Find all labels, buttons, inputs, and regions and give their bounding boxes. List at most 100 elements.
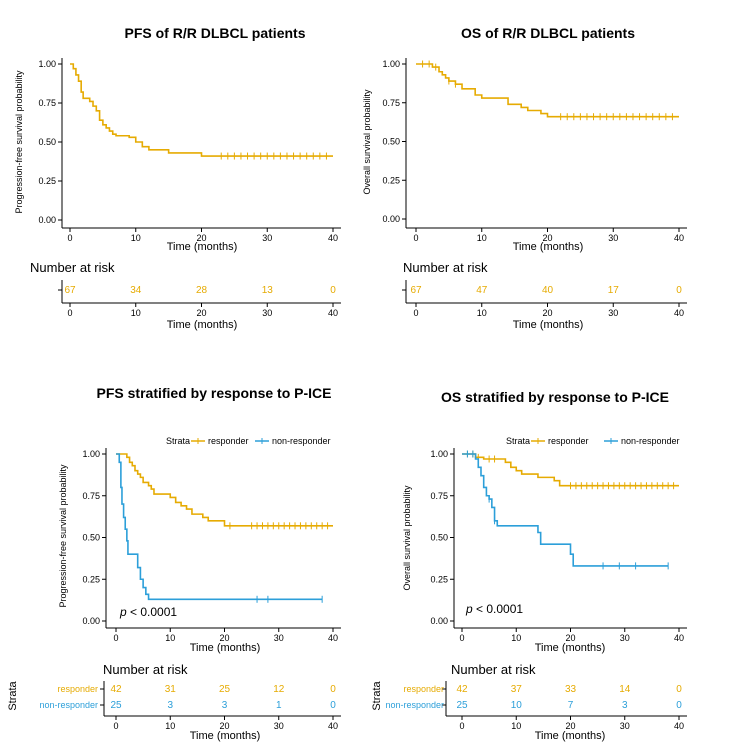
risk-strata-label: Strata <box>7 680 19 710</box>
risk-x-tick-label: 0 <box>459 721 464 731</box>
risk-count: 25 <box>219 684 231 695</box>
risk-x-tick-label: 10 <box>165 721 175 731</box>
x-tick-label: 0 <box>113 633 118 643</box>
risk-x-tick-label: 30 <box>274 721 284 731</box>
risk-count: 17 <box>608 285 620 296</box>
risk-count: 33 <box>565 684 577 695</box>
p-label: p <box>119 605 127 619</box>
legend-title: Strata <box>166 436 190 446</box>
risk-row-label-responder: responder <box>57 684 98 694</box>
risk-count: 25 <box>110 700 122 711</box>
y-tick-label: 0.25 <box>430 574 448 584</box>
legend-title: Strata <box>506 436 530 446</box>
p-value: < 0.0001 <box>127 605 178 619</box>
legend: Strata responder non-responder <box>166 436 331 446</box>
series-line-non-responder <box>116 453 323 601</box>
x-tick-label: 30 <box>274 633 284 643</box>
x-axis-label: Time (months) <box>535 642 606 654</box>
risk-count: 42 <box>110 684 122 695</box>
risk-x-tick-label: 10 <box>511 721 521 731</box>
legend-label-non-responder: non-responder <box>621 436 680 446</box>
risk-count: 7 <box>568 700 574 711</box>
y-tick-label: 0.25 <box>382 175 400 185</box>
risk-count: 13 <box>262 285 274 296</box>
y-tick-label: 0.75 <box>38 98 56 108</box>
x-tick-label: 0 <box>67 233 72 243</box>
legend-label-responder: responder <box>208 436 249 446</box>
risk-count: 3 <box>167 700 173 711</box>
risk-count: 0 <box>330 684 336 695</box>
risk-x-tick-label: 40 <box>674 721 684 731</box>
risk-count: 37 <box>511 684 523 695</box>
panel-os-stratified: OS stratified by response to P-ICE Overa… <box>371 389 687 742</box>
y-axis-label: Overall survival probability <box>362 89 372 195</box>
x-tick-label: 40 <box>328 233 338 243</box>
chart-title: OS of R/R DLBCL patients <box>461 25 635 41</box>
risk-count: 3 <box>622 700 628 711</box>
risk-strata-label: Strata <box>371 680 383 710</box>
panel-pfs-stratified: PFS stratified by response to P-ICE Prog… <box>7 385 341 742</box>
risk-x-tick-label: 20 <box>196 308 206 318</box>
risk-count: 0 <box>330 285 336 296</box>
x-tick-label: 20 <box>219 633 229 643</box>
y-tick-label: 0.50 <box>82 533 100 543</box>
risk-count: 31 <box>165 684 177 695</box>
risk-x-tick-label: 0 <box>113 721 118 731</box>
y-tick-label: 1.00 <box>430 449 448 459</box>
x-axis-label: Time (months) <box>190 642 261 654</box>
p-value: < 0.0001 <box>473 602 524 616</box>
y-tick-label: 1.00 <box>382 59 400 69</box>
risk-count: 34 <box>130 285 142 296</box>
y-tick-label: 0.25 <box>82 574 100 584</box>
risk-x-tick-label: 10 <box>131 308 141 318</box>
x-tick-label: 20 <box>565 633 575 643</box>
risk-table-title: Number at risk <box>30 260 115 275</box>
risk-count: 0 <box>676 684 682 695</box>
risk-table-title: Number at risk <box>451 662 536 677</box>
risk-count: 0 <box>676 700 682 711</box>
y-tick-label: 0.00 <box>38 215 56 225</box>
series-line-overall <box>416 63 679 118</box>
series-line-responder <box>462 453 679 487</box>
risk-count: 25 <box>456 700 468 711</box>
risk-x-axis-label: Time (months) <box>190 730 261 742</box>
x-tick-label: 0 <box>459 633 464 643</box>
p-label: p <box>465 602 473 616</box>
x-tick-label: 10 <box>165 633 175 643</box>
series-line-responder <box>116 453 333 527</box>
series-line-non-responder <box>462 453 669 567</box>
risk-x-tick-label: 30 <box>262 308 272 318</box>
legend: Strata responder non-responder <box>506 436 680 446</box>
risk-row-label-non-responder: non-responder <box>39 700 98 710</box>
chart-title: PFS of R/R DLBCL patients <box>125 25 306 41</box>
y-tick-label: 0.75 <box>82 491 100 501</box>
y-tick-label: 0.00 <box>430 616 448 626</box>
risk-count: 0 <box>330 700 336 711</box>
y-tick-label: 0.75 <box>430 491 448 501</box>
risk-table-title: Number at risk <box>103 662 188 677</box>
risk-count: 47 <box>476 285 488 296</box>
risk-x-axis-label: Time (months) <box>513 319 584 331</box>
x-tick-label: 20 <box>196 233 206 243</box>
y-tick-label: 0.50 <box>38 137 56 147</box>
x-tick-label: 40 <box>328 633 338 643</box>
y-axis-label: Progression-free survival probability <box>58 464 68 608</box>
p-value-annotation: p < 0.0001 <box>119 605 177 619</box>
risk-x-tick-label: 20 <box>542 308 552 318</box>
risk-count: 67 <box>64 285 76 296</box>
risk-x-tick-label: 10 <box>477 308 487 318</box>
x-axis-label: Time (months) <box>513 241 584 253</box>
risk-count: 0 <box>676 285 682 296</box>
risk-count: 40 <box>542 285 554 296</box>
panel-pfs-overall: PFS of R/R DLBCL patients Progression-fr… <box>14 25 341 331</box>
risk-x-tick-label: 20 <box>219 721 229 731</box>
legend-label-responder: responder <box>548 436 589 446</box>
y-tick-label: 0.00 <box>82 616 100 626</box>
series-line-overall <box>70 63 333 157</box>
y-tick-label: 1.00 <box>82 449 100 459</box>
y-tick-label: 0.50 <box>430 533 448 543</box>
y-tick-label: 0.50 <box>382 137 400 147</box>
x-tick-label: 30 <box>608 233 618 243</box>
risk-x-tick-label: 30 <box>608 308 618 318</box>
